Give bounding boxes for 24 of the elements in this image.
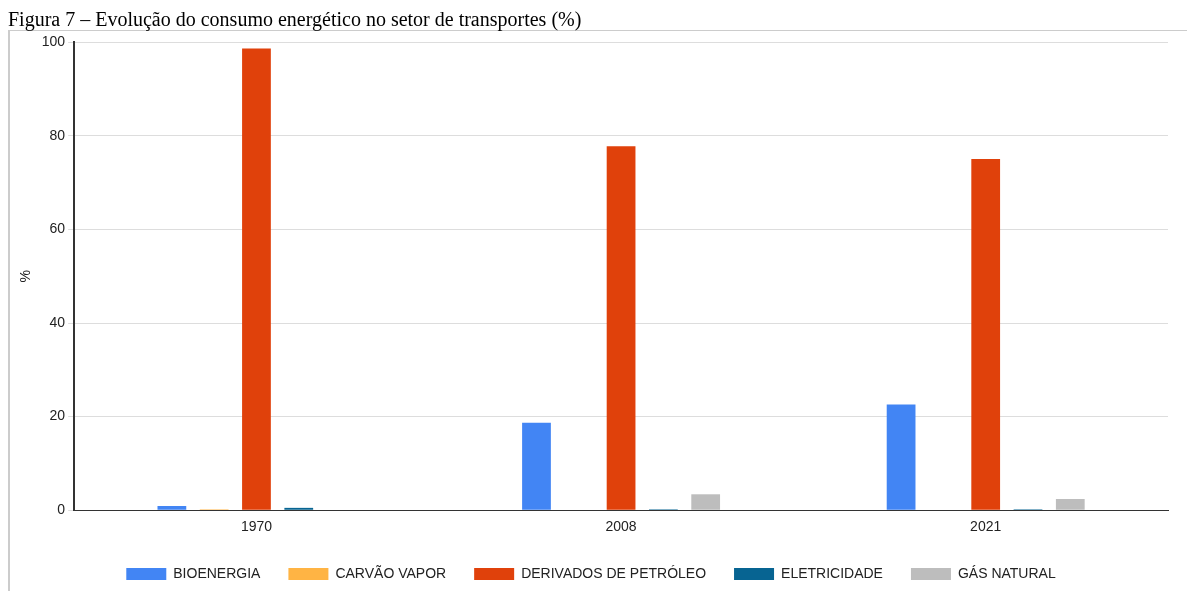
bar	[1055, 498, 1085, 510]
legend-label: CARVÃO VAPOR	[335, 564, 447, 581]
y-tick-label: 40	[49, 313, 66, 330]
legend-label: ELETRICIDADE	[781, 564, 883, 581]
y-axis-title: %	[17, 270, 34, 283]
bar	[522, 422, 551, 510]
legend-label: GÁS NATURAL	[957, 564, 1056, 581]
x-tick-label: 1970	[240, 518, 273, 535]
chart-title: Figura 7 – Evolução do consumo energético no setor de transportes (%)	[8, 8, 583, 30]
bar	[691, 494, 721, 510]
bar	[886, 404, 916, 510]
x-tick-label: 2008	[605, 518, 637, 535]
legend-label: BIOENERGIA	[173, 564, 262, 581]
y-tick-label: 80	[49, 126, 66, 143]
bar	[242, 48, 271, 510]
y-tick-label: 20	[49, 407, 66, 424]
x-tick-label: 2021	[970, 518, 1002, 535]
legend-label: DERIVADOS DE PETRÓLEO	[521, 564, 707, 581]
bar	[157, 505, 187, 510]
y-tick-label: 60	[49, 220, 66, 237]
y-tick-label: 0	[57, 501, 66, 518]
bar	[606, 146, 636, 510]
y-tick-label: 100	[41, 33, 66, 50]
bar	[971, 158, 1001, 510]
